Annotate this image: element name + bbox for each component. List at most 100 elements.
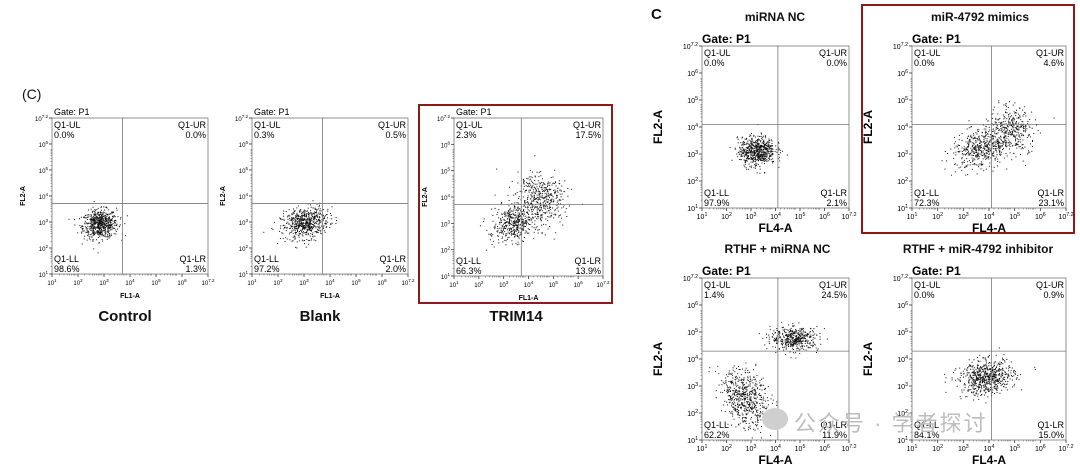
- data-point: [766, 407, 767, 408]
- data-point: [103, 235, 104, 236]
- data-point: [743, 392, 744, 393]
- data-point: [741, 407, 742, 408]
- data-point: [1011, 115, 1012, 116]
- data-point: [720, 392, 721, 393]
- data-point: [746, 391, 747, 392]
- data-point: [306, 214, 307, 215]
- data-point: [319, 228, 320, 229]
- data-point: [108, 225, 109, 226]
- data-point: [766, 348, 767, 349]
- data-point: [553, 201, 554, 202]
- data-point: [751, 391, 752, 392]
- data-point: [1000, 136, 1001, 137]
- data-point: [942, 160, 943, 161]
- data-point: [734, 392, 735, 393]
- data-point: [987, 141, 988, 142]
- data-point: [973, 133, 974, 134]
- data-point: [709, 367, 710, 368]
- y-tick-label: 104: [687, 123, 698, 132]
- data-point: [742, 420, 743, 421]
- data-point: [974, 149, 975, 150]
- data-point: [820, 339, 821, 340]
- data-point: [535, 207, 536, 208]
- data-point: [289, 218, 290, 219]
- x-tick-label: 107.2: [1058, 212, 1073, 221]
- data-point: [959, 167, 960, 168]
- data-point: [1006, 169, 1007, 170]
- data-point: [754, 398, 755, 399]
- data-point: [510, 212, 511, 213]
- quadrant-percent: 17.5%: [575, 130, 601, 140]
- data-point: [966, 158, 967, 159]
- data-point: [967, 150, 968, 151]
- data-point: [753, 403, 754, 404]
- data-point: [1001, 132, 1002, 133]
- data-point: [752, 402, 753, 403]
- data-point: [294, 211, 295, 212]
- data-point: [102, 222, 103, 223]
- data-point: [501, 222, 502, 223]
- data-point: [535, 214, 536, 215]
- data-point: [998, 146, 999, 147]
- data-point: [747, 148, 748, 149]
- data-point: [1023, 128, 1024, 129]
- data-point: [111, 234, 112, 235]
- data-point: [107, 234, 108, 235]
- data-point: [302, 212, 303, 213]
- scatter-points: [942, 100, 1055, 175]
- data-point: [115, 220, 116, 221]
- data-point: [510, 232, 511, 233]
- data-point: [1005, 144, 1006, 145]
- data-point: [969, 141, 970, 142]
- data-point: [758, 160, 759, 161]
- data-point: [733, 367, 734, 368]
- data-point: [296, 226, 297, 227]
- data-point: [778, 150, 779, 151]
- data-point: [1005, 127, 1006, 128]
- data-point: [731, 413, 732, 414]
- data-point: [736, 389, 737, 390]
- data-point: [747, 157, 748, 158]
- data-point: [103, 213, 104, 214]
- data-point: [105, 217, 106, 218]
- data-point: [523, 196, 524, 197]
- data-point: [740, 386, 741, 387]
- data-point: [735, 395, 736, 396]
- data-point: [793, 335, 794, 336]
- data-point: [292, 214, 293, 215]
- data-point: [995, 144, 996, 145]
- data-point: [749, 150, 750, 151]
- data-point: [529, 229, 530, 230]
- data-point: [282, 219, 283, 220]
- data-point: [733, 383, 734, 384]
- data-point: [325, 232, 326, 233]
- data-point: [513, 233, 514, 234]
- data-point: [766, 157, 767, 158]
- data-point: [518, 210, 519, 211]
- data-point: [965, 167, 966, 168]
- data-point: [770, 435, 771, 436]
- data-point: [523, 206, 524, 207]
- data-point: [559, 180, 560, 181]
- data-point: [739, 415, 740, 416]
- data-point: [502, 237, 503, 238]
- data-point: [511, 231, 512, 232]
- data-point: [531, 195, 532, 196]
- data-point: [987, 158, 988, 159]
- data-point: [532, 172, 533, 173]
- data-point: [501, 230, 502, 231]
- data-point: [1017, 118, 1018, 119]
- data-point: [515, 234, 516, 235]
- data-point: [503, 234, 504, 235]
- data-point: [760, 156, 761, 157]
- data-point: [498, 242, 499, 243]
- data-point: [998, 148, 999, 149]
- data-point: [114, 233, 115, 234]
- data-point: [511, 235, 512, 236]
- x-tick-label: 106: [574, 280, 584, 289]
- data-point: [755, 157, 756, 158]
- data-point: [727, 404, 728, 405]
- data-point: [743, 421, 744, 422]
- data-point: [996, 129, 997, 130]
- data-point: [518, 222, 519, 223]
